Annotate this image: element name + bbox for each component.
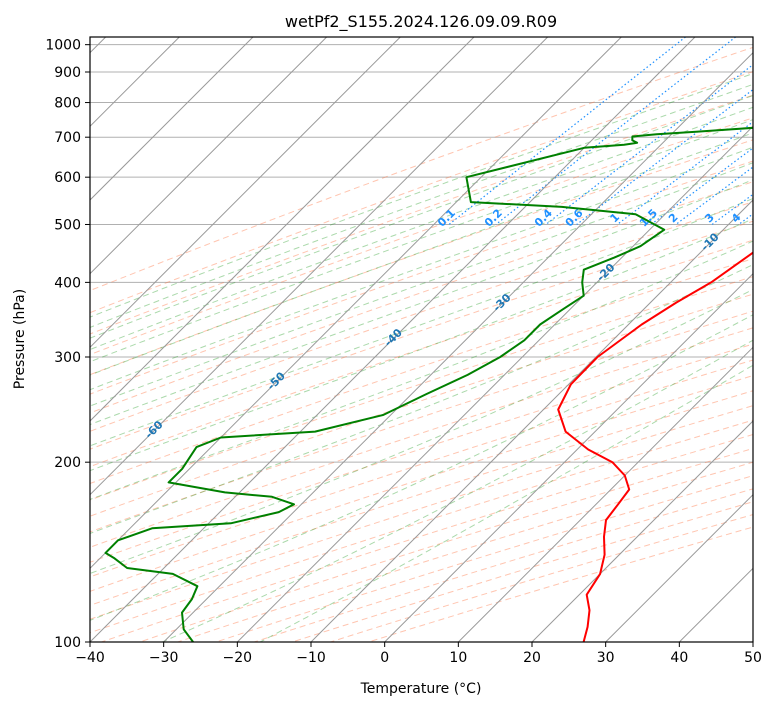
isotherm-line xyxy=(90,37,254,201)
isotherm-line xyxy=(457,346,753,642)
isotherm-line xyxy=(236,125,753,642)
plot-area: -100-90-80-70-60-50-40-30-20-1000.10.20.… xyxy=(90,37,753,642)
x-tick-label: 0 xyxy=(380,650,389,666)
dry-adiabat-line xyxy=(90,343,753,563)
moist-adiabat-line xyxy=(90,119,753,363)
y-tick-label: 300 xyxy=(54,350,81,366)
dry-adiabat-line xyxy=(90,139,753,376)
x-axis-label: Temperature (°C) xyxy=(360,681,482,697)
chart-title: wetPf2_S155.2024.126.09.09.R09 xyxy=(285,12,557,32)
dry-adiabat-line xyxy=(90,293,753,517)
y-tick-label: 500 xyxy=(54,217,81,233)
moist-adiabat-line xyxy=(90,132,753,376)
dry-adiabat-line xyxy=(90,160,753,395)
moist-adiabat-line xyxy=(90,218,753,472)
x-tick-label: 20 xyxy=(523,650,541,666)
isotherm-line xyxy=(384,272,753,642)
moist-adiabat-line xyxy=(90,95,753,339)
y-tick-label: 200 xyxy=(54,455,81,471)
y-tick-label: 100 xyxy=(54,635,81,651)
temperature-profile-line xyxy=(557,251,753,642)
y-tick-label: 900 xyxy=(54,65,81,81)
y-tick-label: 700 xyxy=(54,130,81,146)
moist-adiabat-line xyxy=(162,339,753,642)
x-tick-label: −10 xyxy=(296,650,326,666)
dry-adiabats xyxy=(90,46,753,642)
isotherm-line xyxy=(531,420,753,642)
dry-adiabat-line xyxy=(90,359,753,578)
mixing-ratio-line xyxy=(675,166,753,225)
dry-adiabat-line xyxy=(90,46,753,292)
dry-adiabat-line xyxy=(90,181,753,414)
moist-adiabat-line xyxy=(90,197,753,447)
dry-adiabat-line xyxy=(90,239,753,468)
isotherm-line xyxy=(90,37,328,275)
plot-frame xyxy=(89,36,754,643)
x-tick-label: −30 xyxy=(149,650,179,666)
y-tick-label: 800 xyxy=(54,96,81,112)
dewpoint-profile-line xyxy=(104,126,753,642)
x-axis-ticks: −40 −30 −20 −10 0 10 20 30 40 50 xyxy=(75,642,762,666)
dry-adiabat-line xyxy=(90,390,753,606)
dry-adiabat-line xyxy=(90,310,753,533)
x-tick-label: 10 xyxy=(449,650,467,666)
mixing-ratio-line xyxy=(448,37,686,225)
isotherm-line xyxy=(90,37,475,422)
x-tick-label: 30 xyxy=(597,650,615,666)
isotherm-line xyxy=(310,199,753,642)
y-tick-label: 600 xyxy=(54,170,81,186)
y-axis-label: Pressure (hPa) xyxy=(12,289,28,389)
moist-adiabat-line xyxy=(90,73,753,318)
dry-adiabat-line xyxy=(90,201,753,432)
isotherm-line xyxy=(90,37,401,349)
x-tick-label: −40 xyxy=(75,650,105,666)
dry-adiabat-line xyxy=(90,71,753,314)
moist-adiabat-line xyxy=(90,179,753,426)
dry-adiabat-line xyxy=(90,258,753,485)
x-tick-label: 50 xyxy=(744,650,762,666)
isotherm-line xyxy=(605,493,753,642)
isotherm-line xyxy=(90,37,696,642)
dry-adiabat-line xyxy=(90,117,753,356)
y-tick-label: 400 xyxy=(54,275,81,291)
x-tick-label: 40 xyxy=(670,650,688,666)
isotherm-line xyxy=(163,51,753,642)
moist-adiabat-line xyxy=(90,83,753,328)
profile-series xyxy=(104,126,753,642)
moist-adiabat-line xyxy=(90,162,753,407)
y-tick-label: 1000 xyxy=(45,38,81,54)
isotherm-line xyxy=(90,37,549,496)
y-axis-ticks: 1000 900 800 700 600 500 400 300 200 100 xyxy=(45,38,90,651)
x-tick-label: −20 xyxy=(223,650,253,666)
pressure-gridlines xyxy=(90,44,753,642)
moist-adiabat-line xyxy=(90,288,753,575)
